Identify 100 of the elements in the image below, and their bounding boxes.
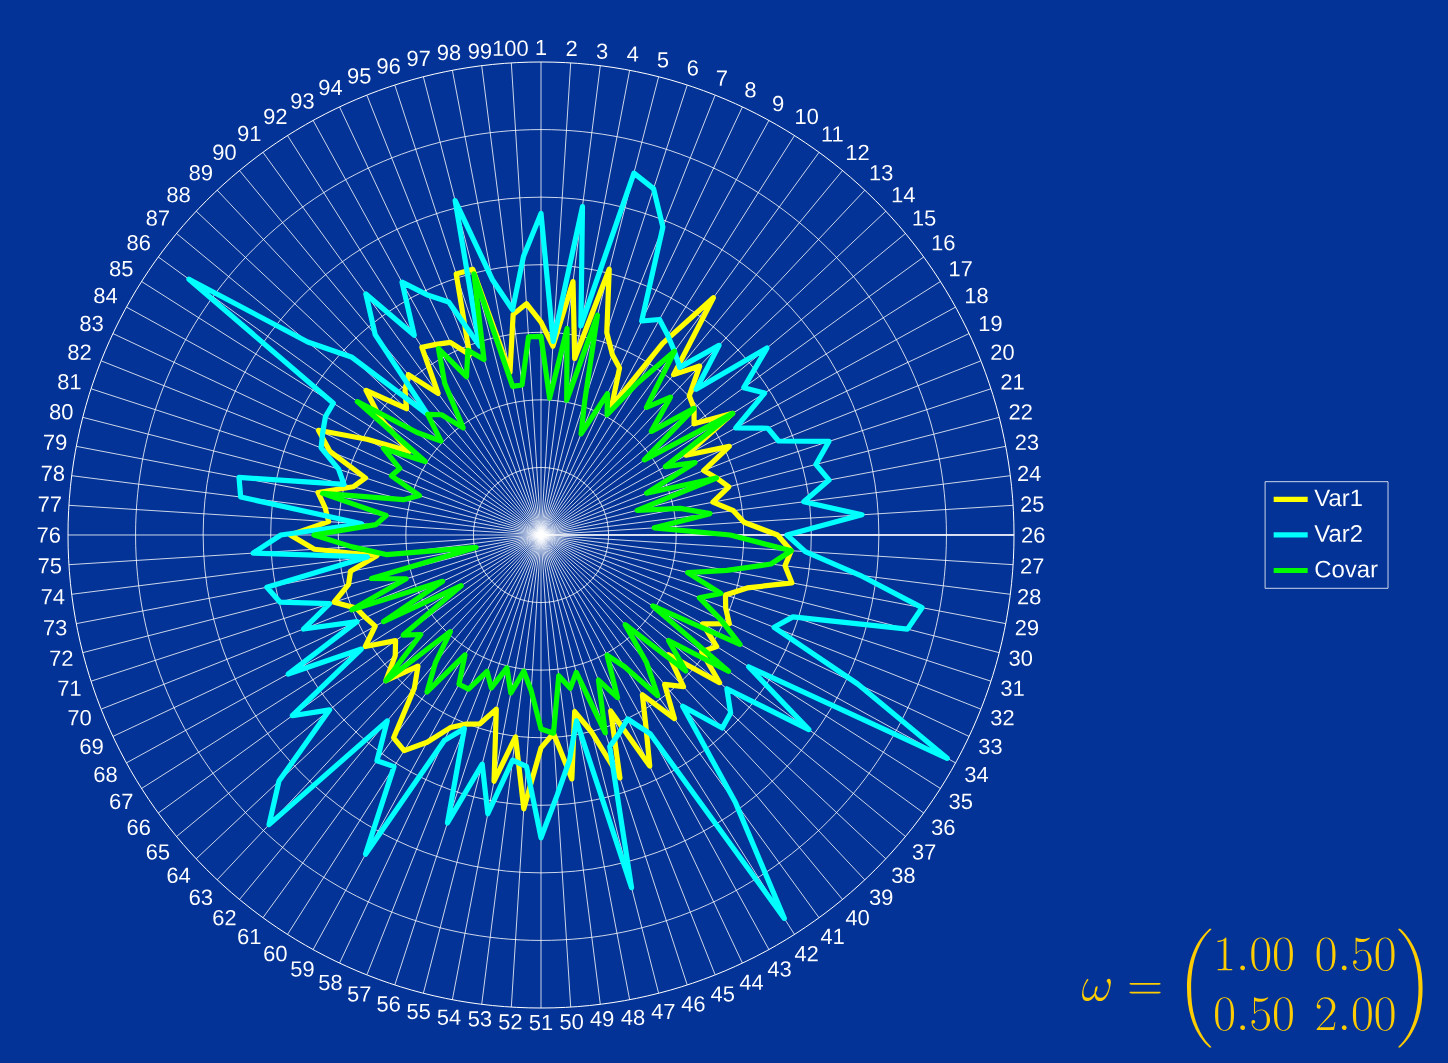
spoke-label: 84 bbox=[94, 287, 118, 304]
spoke-label: 3 bbox=[596, 43, 608, 59]
spoke-label: 66 bbox=[127, 819, 150, 836]
spoke-label: 63 bbox=[189, 889, 213, 906]
spoke-label: 21 bbox=[1001, 374, 1024, 390]
spoke-label: 37 bbox=[912, 844, 936, 860]
spoke-label: 69 bbox=[80, 738, 103, 755]
spoke-label: 82 bbox=[68, 344, 91, 361]
legend-label: Var1 bbox=[1314, 489, 1362, 507]
spoke-label: 2 bbox=[566, 40, 577, 56]
spoke-label: 70 bbox=[68, 709, 91, 726]
spoke-label: 26 bbox=[1022, 527, 1045, 543]
spoke-label: 92 bbox=[264, 108, 287, 125]
spoke-label: 52 bbox=[499, 1014, 522, 1030]
spoke-label: 96 bbox=[377, 58, 400, 74]
spoke-label: 42 bbox=[794, 945, 818, 962]
spoke-label: 9 bbox=[773, 95, 784, 112]
spoke-label: 25 bbox=[1021, 496, 1044, 512]
spoke-label: 38 bbox=[892, 867, 915, 884]
spoke-label: 48 bbox=[621, 1009, 645, 1026]
spoke-label: 72 bbox=[50, 650, 73, 666]
spoke-label: 50 bbox=[560, 1014, 583, 1030]
spoke-label: 79 bbox=[44, 434, 67, 451]
spoke-label: 57 bbox=[347, 986, 371, 1002]
spoke-label: 54 bbox=[437, 1009, 461, 1025]
spoke-label: 29 bbox=[1015, 619, 1039, 636]
spoke-label: 78 bbox=[41, 465, 65, 482]
spoke-label: 60 bbox=[264, 945, 287, 962]
spoke-label: 71 bbox=[58, 680, 81, 696]
spoke-label: 8 bbox=[745, 82, 756, 98]
spoke-label: 30 bbox=[1009, 650, 1033, 666]
spoke-label: 62 bbox=[213, 909, 236, 926]
spoke-label: 20 bbox=[991, 344, 1014, 361]
spoke-label: 18 bbox=[965, 287, 988, 304]
spoke-label: 76 bbox=[37, 527, 60, 543]
spoke-label: 56 bbox=[377, 996, 400, 1012]
spoke-label: 24 bbox=[1018, 465, 1041, 481]
spoke-label: 80 bbox=[50, 404, 73, 420]
spoke-label: 5 bbox=[657, 52, 669, 68]
spoke-label: 89 bbox=[189, 165, 212, 181]
spoke-label: 44 bbox=[739, 974, 764, 990]
spoke-label: 88 bbox=[167, 186, 190, 203]
spoke-label: 47 bbox=[651, 1003, 675, 1019]
spoke-label: 34 bbox=[965, 766, 989, 783]
spoke-label: 85 bbox=[110, 260, 133, 277]
spoke-label: 87 bbox=[146, 210, 169, 226]
spoke-label: 7 bbox=[716, 70, 727, 86]
spoke-label: 43 bbox=[767, 961, 791, 977]
spoke-label: 58 bbox=[319, 974, 342, 991]
spoke-label: 55 bbox=[407, 1003, 430, 1020]
spoke-label: 91 bbox=[238, 125, 261, 142]
spoke-label: 90 bbox=[213, 144, 236, 161]
spoke-label: 75 bbox=[38, 558, 62, 574]
spoke-label: 77 bbox=[38, 496, 61, 512]
spoke-label: 15 bbox=[913, 210, 936, 226]
spoke-label: 93 bbox=[291, 93, 314, 109]
spoke-label: 22 bbox=[1009, 404, 1032, 420]
spoke-label: 11 bbox=[822, 126, 843, 142]
spoke-label: 28 bbox=[1018, 588, 1041, 605]
spoke-label: 99 bbox=[468, 43, 492, 59]
legend-label: Var2 bbox=[1314, 525, 1362, 542]
spoke-label: 17 bbox=[950, 261, 972, 277]
spoke-label: 1 bbox=[536, 39, 547, 55]
spoke-label: 49 bbox=[590, 1011, 614, 1027]
spoke-label: 14 bbox=[892, 187, 915, 203]
legend-label: Covar bbox=[1315, 560, 1378, 578]
spoke-label: 39 bbox=[869, 889, 893, 906]
spoke-label: 27 bbox=[1021, 558, 1044, 574]
spoke-label: 40 bbox=[845, 909, 869, 926]
spoke-label: 74 bbox=[41, 589, 65, 605]
spoke-label: 95 bbox=[348, 68, 371, 84]
spoke-label: 46 bbox=[681, 996, 705, 1012]
spoke-label: 33 bbox=[979, 738, 1002, 755]
spoke-label: 32 bbox=[991, 709, 1014, 726]
spoke-label: 59 bbox=[291, 961, 314, 977]
spoke-label: 10 bbox=[796, 108, 818, 125]
spoke-label: 97 bbox=[407, 50, 430, 67]
text: $\omega = \begin{pmatrix}1.00 & 0.50\\ 0.50 & 2.00\end{pmatrix}$ bbox=[1082, 928, 1423, 1048]
spoke-label: 61 bbox=[238, 928, 261, 945]
spoke-label: 94 bbox=[319, 79, 342, 96]
spoke-label: 31 bbox=[1001, 680, 1024, 696]
spoke-label: 13 bbox=[870, 165, 893, 181]
spoke-label: 100 bbox=[493, 40, 528, 56]
spoke-label: 53 bbox=[468, 1011, 492, 1027]
spoke-label: 86 bbox=[127, 234, 150, 251]
spoke-label: 73 bbox=[44, 619, 67, 636]
spoke-label: 67 bbox=[110, 793, 133, 810]
spoke-label: 36 bbox=[931, 819, 955, 836]
spoke-label: 19 bbox=[979, 315, 1002, 332]
spoke-label: 98 bbox=[437, 44, 461, 61]
spoke-label: 65 bbox=[146, 844, 170, 860]
spoke-label: 4 bbox=[627, 46, 639, 62]
spoke-label: 35 bbox=[949, 793, 972, 810]
spoke-label: 45 bbox=[711, 986, 734, 1002]
spoke-label: 68 bbox=[94, 766, 117, 783]
spoke-label: 41 bbox=[820, 928, 844, 944]
spoke-label: 12 bbox=[846, 144, 869, 161]
spoke-label: 23 bbox=[1015, 434, 1039, 451]
spoke-label: 64 bbox=[167, 867, 191, 884]
spoke-label: 16 bbox=[932, 234, 955, 251]
